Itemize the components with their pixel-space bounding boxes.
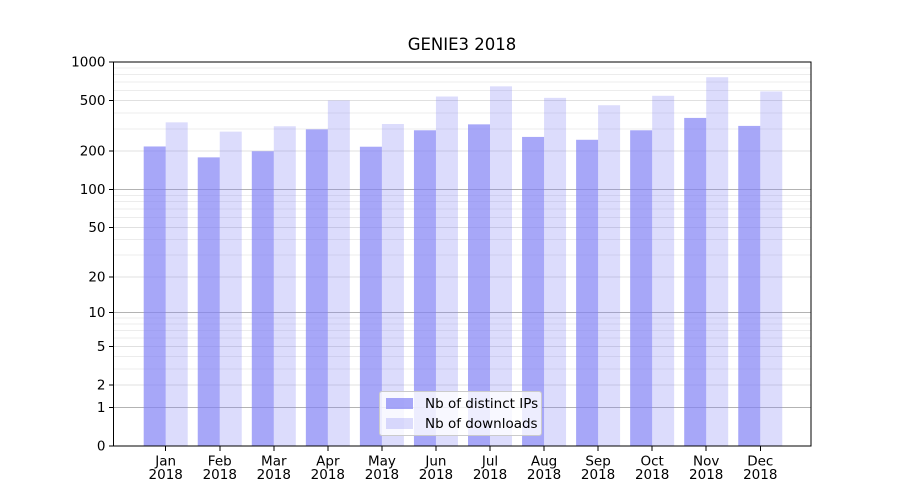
- legend-swatch-downloads-icon: [386, 418, 413, 429]
- x-tick-label: Mar 2018: [257, 454, 291, 484]
- x-tick-label: Aug 2018: [527, 454, 561, 484]
- legend: Nb of distinct IPs Nb of downloads: [379, 391, 542, 436]
- bar-downloads-apr: [327, 100, 350, 446]
- y-tick-label: 10: [88, 305, 105, 321]
- bar-distinct-ips-mar: [251, 151, 274, 446]
- bar-distinct-ips-jul: [468, 124, 490, 447]
- x-tick-label: Nov 2018: [689, 454, 723, 484]
- x-tick-label: Jan 2018: [149, 454, 183, 484]
- bar-downloads-nov: [706, 77, 729, 447]
- y-tick-label: 2: [97, 377, 106, 393]
- chart-title: GENIE3 2018: [407, 35, 517, 54]
- bar-distinct-ips-sep: [576, 139, 599, 446]
- bar-distinct-ips-may: [359, 146, 382, 446]
- plot-border: [113, 61, 812, 447]
- bar-downloads-oct: [652, 95, 675, 446]
- y-tick-label: 500: [80, 93, 106, 109]
- y-tick-label: 0: [97, 439, 106, 455]
- y-tick-label: 1000: [71, 55, 105, 71]
- x-tick-label: Jun 2018: [419, 454, 453, 484]
- x-tick-label: Jul 2018: [473, 454, 507, 484]
- bar-distinct-ips-aug: [522, 136, 545, 446]
- bar-distinct-ips-jun: [413, 130, 436, 446]
- y-tick-label: 100: [80, 182, 106, 198]
- x-tick-label: Apr 2018: [311, 454, 345, 484]
- legend-label-downloads: Nb of downloads: [425, 415, 538, 432]
- x-tick-label: Oct 2018: [635, 454, 669, 484]
- bar-distinct-ips-dec: [738, 125, 761, 446]
- y-tick-label: 200: [80, 144, 106, 160]
- y-tick-label: 50: [88, 220, 105, 236]
- x-tick-label: May 2018: [365, 454, 399, 484]
- y-tick-label: 5: [97, 339, 106, 355]
- bar-distinct-ips-apr: [305, 129, 328, 446]
- legend-swatch-distinct-ips-icon: [386, 398, 413, 409]
- y-tick-label: 1: [97, 400, 106, 416]
- x-tick-label: Dec 2018: [743, 454, 777, 484]
- bar-downloads-feb: [219, 131, 242, 447]
- bar-downloads-dec: [760, 91, 783, 447]
- legend-item-downloads: Nb of downloads: [386, 414, 541, 434]
- bar-downloads-jul: [490, 86, 512, 446]
- bar-downloads-sep: [598, 105, 621, 446]
- bar-distinct-ips-feb: [197, 157, 220, 446]
- bar-downloads-jan: [165, 122, 188, 446]
- bar-distinct-ips-nov: [684, 117, 707, 447]
- bar-downloads-mar: [273, 126, 296, 446]
- legend-item-distinct-ips: Nb of distinct IPs: [386, 394, 541, 414]
- x-tick-label: Feb 2018: [203, 454, 237, 484]
- legend-label-distinct-ips: Nb of distinct IPs: [425, 395, 539, 412]
- bar-downloads-aug: [544, 97, 567, 446]
- y-tick-label: 20: [88, 269, 105, 285]
- x-tick-label: Sep 2018: [581, 454, 615, 484]
- bar-distinct-ips-oct: [630, 130, 653, 446]
- bar-distinct-ips-jan: [143, 146, 166, 446]
- bar-downloads-jun: [435, 96, 458, 446]
- bar-downloads-may: [381, 124, 404, 446]
